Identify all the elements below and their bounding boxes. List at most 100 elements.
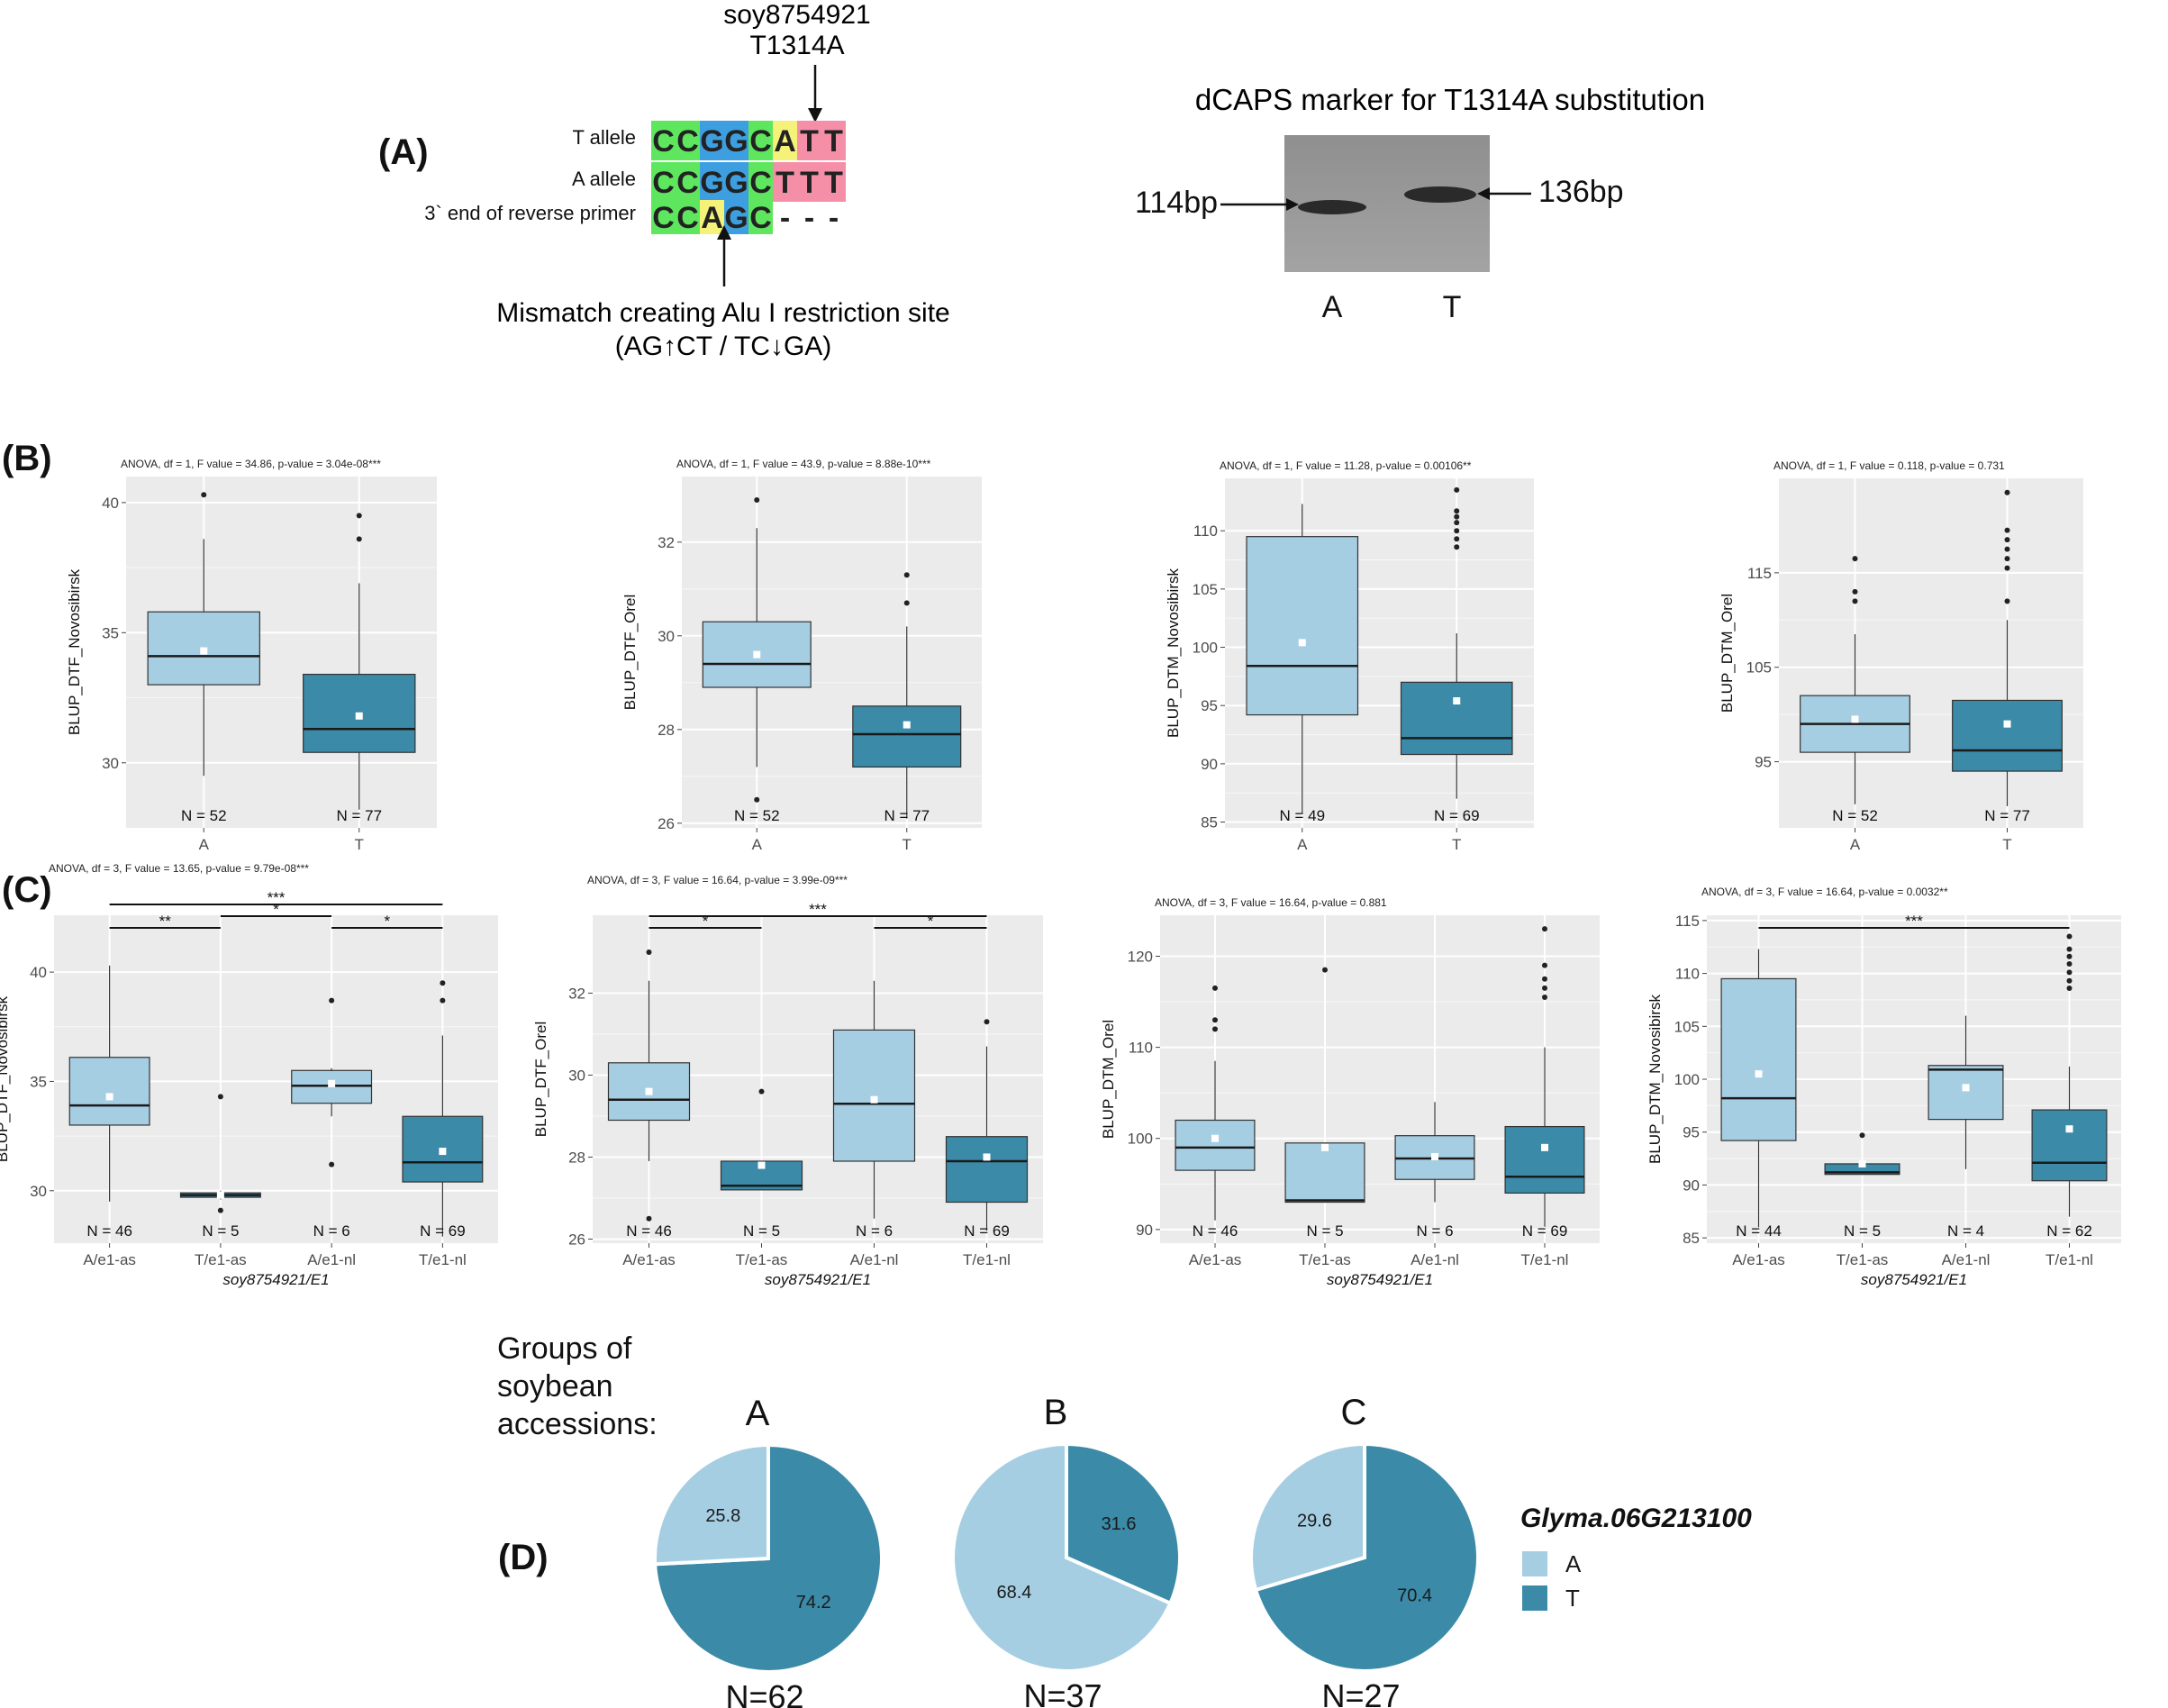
outlier-point bbox=[1454, 520, 1460, 526]
pie-group-title: Groups of bbox=[497, 1331, 632, 1366]
n-label: N = 69 bbox=[1434, 807, 1480, 824]
box-plots: 30 35 40 N = 52 A N = 77 T ANOVA, df = 1, F val… bbox=[0, 458, 2121, 1288]
allele-label: T allele bbox=[572, 126, 636, 149]
n-label: N = 46 bbox=[626, 1222, 672, 1240]
outlier-point bbox=[440, 997, 446, 1004]
snp-substitution: T1314A bbox=[749, 31, 844, 60]
base-cell bbox=[700, 162, 724, 202]
mean-marker bbox=[200, 647, 208, 655]
box bbox=[1504, 1125, 1585, 1194]
base-letter: C bbox=[749, 124, 772, 159]
mean-marker bbox=[645, 1087, 653, 1095]
x-axis-label: soy8754921/E1 bbox=[1327, 1271, 1433, 1288]
band-left-label: 114bp bbox=[1135, 186, 1218, 220]
base-cell bbox=[748, 121, 773, 160]
mean-marker bbox=[216, 1191, 224, 1199]
significance-label: *** bbox=[1905, 913, 1923, 930]
n-label: N = 5 bbox=[1306, 1222, 1343, 1240]
outlier-point bbox=[1212, 1017, 1218, 1023]
n-label: N = 44 bbox=[1736, 1222, 1782, 1240]
y-tick-label: 30 bbox=[658, 628, 675, 645]
mean-marker bbox=[1211, 1134, 1219, 1142]
outlier-point bbox=[440, 980, 446, 986]
outlier-point bbox=[903, 572, 910, 578]
n-label: N = 6 bbox=[313, 1222, 350, 1240]
base-cell bbox=[700, 200, 724, 234]
mean-marker bbox=[328, 1079, 336, 1087]
y-tick-label: 40 bbox=[30, 964, 47, 981]
n-label: N = 4 bbox=[1947, 1222, 1984, 1240]
chart-c1: 30 35 40 N = 46 A/e1-as N = 5 T/e1-as N = 6 A/e1… bbox=[0, 862, 498, 1288]
base-cell bbox=[748, 200, 773, 234]
x-tick-label: A/e1-nl bbox=[1411, 1251, 1459, 1268]
pie-value-t: 74.2 bbox=[796, 1593, 831, 1613]
base-cell bbox=[773, 121, 797, 160]
band-right-arrowhead bbox=[1477, 187, 1490, 200]
outlier-point bbox=[329, 997, 335, 1004]
outlier-point bbox=[2066, 953, 2073, 959]
n-label: N = 52 bbox=[734, 807, 780, 824]
y-tick-label: 32 bbox=[568, 985, 585, 1002]
x-tick-label: A/e1-as bbox=[1189, 1251, 1242, 1268]
outlier-point bbox=[2066, 986, 2073, 992]
x-axis-label: soy8754921/E1 bbox=[765, 1271, 871, 1288]
y-tick-label: 30 bbox=[102, 755, 119, 772]
mean-marker bbox=[355, 712, 363, 720]
base-letter: G bbox=[724, 201, 748, 235]
box bbox=[832, 1029, 916, 1162]
base-letter: - bbox=[829, 201, 839, 235]
x-tick-label: A/e1-nl bbox=[307, 1251, 356, 1268]
base-cell bbox=[700, 121, 724, 160]
band-left-arrowhead bbox=[1286, 198, 1299, 211]
panel-label-c: (C) bbox=[2, 870, 52, 910]
snp-arrowhead bbox=[808, 108, 822, 123]
outlier-point bbox=[1454, 544, 1460, 550]
pie-slice-a bbox=[653, 1442, 770, 1567]
anova-annotation: ANOVA, df = 3, F value = 16.64, p-value … bbox=[587, 874, 848, 886]
mean-marker bbox=[1858, 1159, 1866, 1167]
base-cell bbox=[651, 121, 676, 160]
mean-marker bbox=[903, 721, 911, 729]
lane-t-label: T bbox=[1443, 290, 1462, 324]
base-cell bbox=[676, 121, 700, 160]
gel-title: dCAPS marker for T1314A substitution bbox=[1195, 83, 1705, 116]
x-tick-label: T bbox=[2002, 836, 2011, 853]
sequence-alignment: T allele C C G G C A T TA allele C C G G C T T T3` end o… bbox=[424, 121, 846, 235]
outlier-point bbox=[2066, 969, 2073, 976]
y-tick-label: 35 bbox=[102, 624, 119, 641]
y-tick-label: 95 bbox=[1755, 754, 1772, 771]
snp-name: soy8754921 bbox=[723, 0, 870, 30]
x-tick-label: T/e1-nl bbox=[963, 1251, 1011, 1268]
mean-marker bbox=[1431, 1152, 1438, 1160]
pie-slice-t bbox=[1065, 1441, 1182, 1606]
box bbox=[1952, 699, 2063, 772]
mean-marker bbox=[870, 1095, 878, 1104]
y-tick-label: 95 bbox=[1201, 697, 1218, 714]
x-axis-label: soy8754921/E1 bbox=[222, 1271, 329, 1288]
base-letter: C bbox=[652, 201, 675, 235]
mean-marker bbox=[1755, 1070, 1763, 1078]
base-letter: C bbox=[676, 124, 699, 159]
chart-c4: 85 90 95 100 105 110 115 N = 44 A/e1-as N = 5 T/e1… bbox=[1646, 886, 2121, 1288]
base-cell bbox=[676, 162, 700, 202]
outlier-point bbox=[2004, 598, 2010, 604]
pie-slice-a bbox=[951, 1441, 1173, 1673]
band-right-label: 136bp bbox=[1538, 175, 1624, 209]
y-tick-label: 115 bbox=[1747, 565, 1772, 582]
plot-background bbox=[1779, 478, 2083, 828]
n-label: N = 49 bbox=[1279, 807, 1325, 824]
outlier-point bbox=[1454, 508, 1460, 514]
outlier-point bbox=[1322, 967, 1328, 973]
x-tick-label: T/e1-as bbox=[1837, 1251, 1889, 1268]
outlier-point bbox=[1852, 556, 1858, 562]
n-label: N = 5 bbox=[1844, 1222, 1881, 1240]
y-axis-label: BLUP_DTM_Orel bbox=[1100, 1020, 1117, 1139]
pie-value-a: 68.4 bbox=[996, 1583, 1031, 1603]
base-letter: C bbox=[749, 166, 772, 200]
y-tick-label: 28 bbox=[658, 722, 675, 739]
pie-group-letter: A bbox=[746, 1394, 770, 1433]
mean-marker bbox=[439, 1148, 447, 1156]
n-label: N = 77 bbox=[336, 807, 382, 824]
